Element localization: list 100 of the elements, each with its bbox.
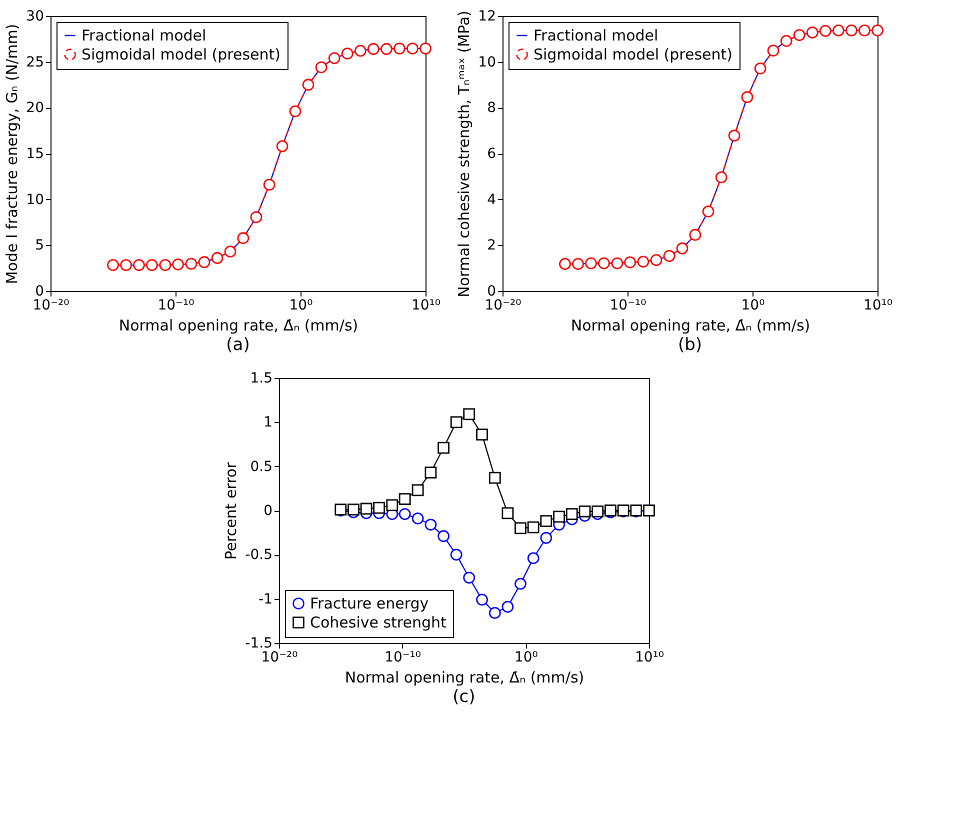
point (637, 256, 650, 268)
point (412, 484, 424, 496)
y-tick-label: 4 (487, 192, 496, 208)
x-tick-label: 10⁻¹⁰ (610, 298, 647, 314)
point (107, 259, 119, 271)
point (559, 258, 571, 270)
x-axis-title: Normal opening rate, Δ̇ₙ (mm/s) (344, 668, 584, 686)
point (438, 442, 450, 454)
y-tick-label: -1 (258, 591, 272, 608)
x-tick-label: 10⁻²⁰ (484, 298, 522, 314)
text: (c) (452, 687, 476, 707)
text: (b) (678, 335, 702, 355)
point (780, 35, 792, 47)
legend-label: Fractional model (81, 26, 206, 44)
y-tick-label: 8 (487, 100, 496, 116)
point (741, 91, 754, 104)
point (424, 518, 437, 531)
point (276, 140, 288, 152)
point (424, 466, 437, 478)
point (373, 502, 386, 514)
point (715, 171, 728, 184)
point (488, 607, 501, 619)
point (250, 211, 262, 224)
point (502, 600, 514, 613)
point (315, 61, 328, 74)
point (463, 408, 476, 420)
y-tick-label: 30 (26, 8, 44, 24)
x-tick-label: 10⁰ (514, 650, 538, 666)
point (198, 256, 210, 268)
point (120, 259, 132, 271)
point (450, 416, 462, 428)
x-tick-label: 10⁻²⁰ (261, 650, 298, 666)
point (394, 42, 406, 54)
y-axis-title: Normal cohesive strength, Tₙᵐᵃˣ (MPa) (455, 10, 474, 298)
y-axis-title: Percent error (222, 461, 240, 560)
point (578, 505, 591, 518)
point (367, 43, 380, 55)
point (348, 504, 360, 516)
point (289, 105, 302, 118)
point (185, 258, 198, 270)
point (476, 594, 488, 606)
point (450, 548, 462, 561)
point (598, 257, 610, 270)
point (514, 522, 526, 534)
legend-label: Fracture energy (310, 594, 429, 612)
y-axis-title: Mode I fracture energy, Gₙ (N/mm) (3, 24, 22, 284)
point (263, 178, 276, 191)
point (585, 257, 597, 270)
point (540, 532, 552, 544)
y-tick-label: 15 (26, 146, 44, 162)
point (819, 24, 832, 37)
point (354, 44, 366, 57)
y-tick-label: 20 (26, 100, 44, 116)
point (328, 52, 340, 64)
point (676, 242, 688, 254)
y-tick-label: 0 (35, 284, 44, 300)
point (572, 258, 584, 270)
point (488, 472, 501, 484)
point (527, 521, 540, 534)
legend-label: Sigmoidal model (present) (81, 46, 281, 64)
point (846, 24, 858, 36)
point (728, 130, 740, 142)
y-tick-label: -1.5 (245, 636, 272, 652)
y-tick-label: 0 (264, 503, 272, 519)
y-tick-label: 1 (264, 414, 272, 431)
point (146, 259, 158, 271)
point (224, 246, 236, 258)
x-axis-title: Normal opening rate, Δ̇ₙ (mm/s) (570, 316, 810, 334)
y-tick-label: 5 (35, 238, 44, 254)
point (793, 29, 806, 41)
y-tick-label: 10 (478, 54, 496, 70)
text: (a) (226, 335, 250, 355)
point (211, 252, 224, 264)
y-tick-label: 12 (478, 8, 496, 24)
point (133, 259, 145, 271)
point (438, 530, 450, 542)
x-tick-label: 10⁰ (289, 298, 314, 314)
point (237, 232, 250, 244)
y-tick-label: -0.5 (245, 547, 272, 564)
point (380, 43, 392, 55)
point (476, 428, 488, 440)
y-tick-label: 25 (26, 54, 44, 70)
point (360, 502, 372, 515)
point (566, 508, 578, 520)
point (832, 24, 844, 36)
x-tick-label: 10⁻¹⁰ (158, 298, 195, 314)
y-tick-label: 10 (26, 192, 44, 208)
point (650, 254, 662, 266)
y-tick-label: 0.5 (250, 458, 272, 475)
point (172, 258, 184, 270)
point (754, 62, 766, 74)
x-axis-title: Normal opening rate, Δ̇ₙ (mm/s) (118, 316, 358, 334)
point (624, 256, 636, 268)
point (398, 493, 411, 505)
y-tick-label: 2 (487, 238, 496, 254)
point (463, 572, 476, 584)
point (872, 24, 884, 36)
point (858, 24, 870, 36)
point (663, 250, 676, 262)
point (806, 26, 818, 38)
